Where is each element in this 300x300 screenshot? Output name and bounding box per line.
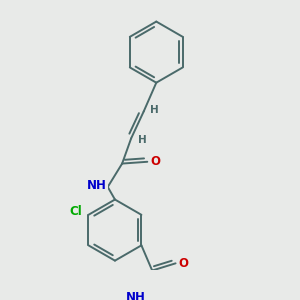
Text: O: O: [150, 155, 161, 168]
Text: NH: NH: [87, 178, 107, 192]
Text: O: O: [179, 257, 189, 270]
Text: H: H: [138, 135, 147, 145]
Text: H: H: [150, 105, 159, 115]
Text: NH: NH: [126, 291, 146, 300]
Text: Cl: Cl: [70, 205, 82, 218]
